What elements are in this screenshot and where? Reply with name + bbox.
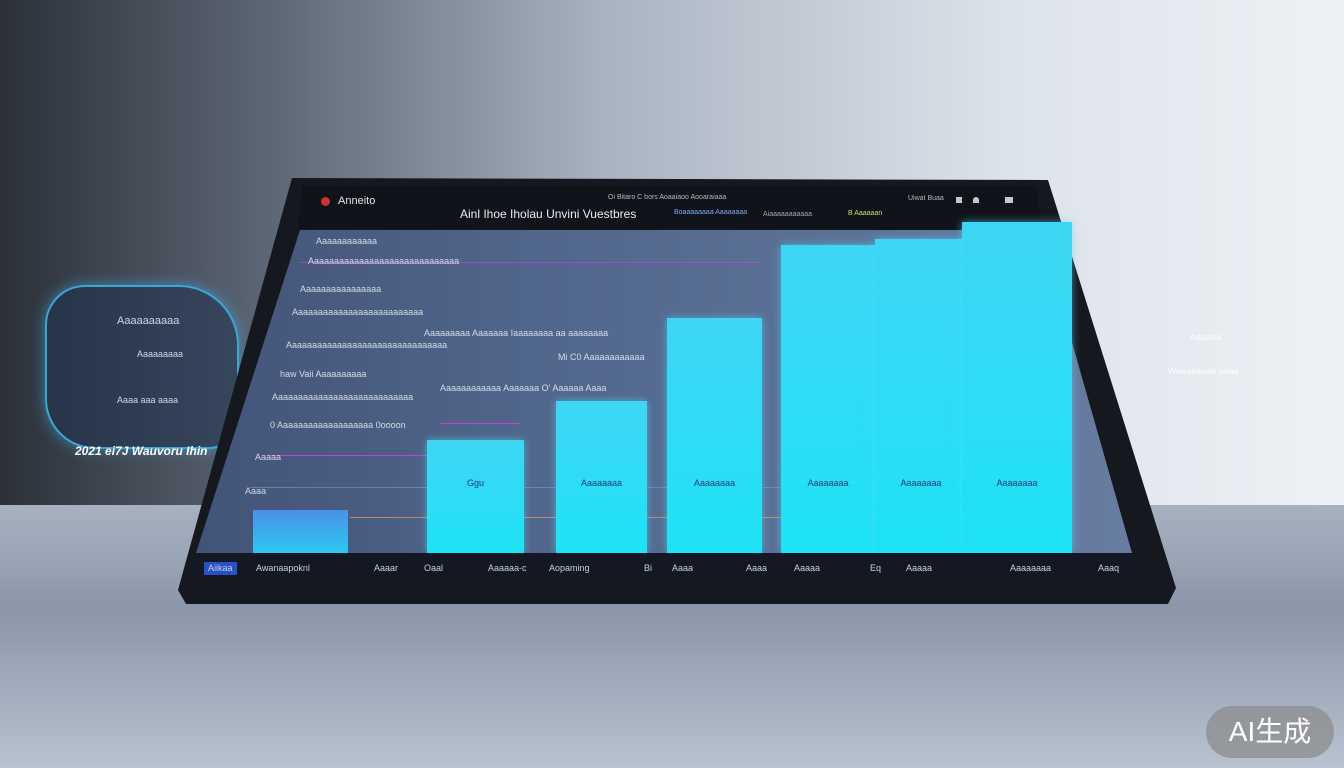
app-name: Anneito	[338, 195, 376, 207]
grid-line	[270, 455, 430, 456]
sub-text: Aiaaaaaaaaaaa	[763, 211, 813, 218]
grid-line	[300, 262, 760, 263]
axis-label: Aaaaaaaaaaaa	[316, 236, 378, 246]
axis-label: Aaaaaaaaaaaaaaaaaaaaaaaaaaaaaa	[308, 256, 460, 266]
bar: Aaaaaaaa	[875, 238, 967, 553]
settings-icon[interactable]	[956, 197, 962, 203]
bottom-tab[interactable]: Eq	[870, 563, 882, 573]
panel-line: Aaaaaaaaa	[137, 349, 184, 359]
annotation: Aaaaaaaaaaaa Aaaaaaa O' Aaaaaa Aaaa	[440, 383, 607, 393]
annotation: Mi C0 Aaaaaaaaaaaa	[558, 352, 645, 362]
floating-hologram-panel: Aaaaaaaaaa Aaaaaaaaa Aaaa aaa aaaa	[45, 285, 239, 449]
bottom-tab[interactable]: Aaaaaa-c	[488, 563, 527, 573]
bottom-tab[interactable]: Oaal	[424, 563, 444, 573]
bar: Aaaaaaaa	[556, 400, 647, 553]
bottom-tab[interactable]: Aaaa	[746, 563, 768, 573]
ai-watermark-badge: AI生成	[1206, 706, 1334, 758]
bar: Aaaaaaaa	[962, 222, 1072, 553]
bottom-tab[interactable]: Aaaaaaaa	[1010, 563, 1052, 573]
axis-label: Aaaaaaaaaaaaaaaa	[300, 284, 382, 294]
axis-label: haw Vaii Aaaaaaaaaa	[280, 369, 367, 379]
top-menu[interactable]: Oi Bitaro C bors Aoaaiaoo Aooaraiaaa	[608, 194, 727, 201]
sub-link[interactable]: Boaaaaaaaa Aaaaaaaa	[674, 209, 748, 216]
right-hologram-text: Waaaaaaaa aaaa	[1168, 366, 1239, 376]
grid-line	[440, 423, 520, 424]
bottom-tab[interactable]: Bi	[644, 563, 653, 573]
bar-label: Aaaaaaaa	[807, 477, 849, 488]
battery-icon	[1005, 197, 1013, 203]
panel-title: Aaaaaaaaaa	[117, 315, 180, 327]
bar: Aaaaaaaa	[781, 245, 875, 553]
bottom-tab[interactable]: Aiikaa	[204, 562, 237, 575]
bottom-tab[interactable]: Aaaa	[672, 563, 694, 573]
wifi-icon	[973, 197, 979, 203]
annotation: Aaaaaaaaa Aaaaaaa Iaaaaaaaa aa aaaaaaaa	[424, 328, 609, 338]
bottom-tab[interactable]: Aaaq	[1098, 563, 1120, 573]
bottom-tab[interactable]: Awanaapoknl	[256, 563, 310, 573]
right-hologram-text: Aaaaaa	[1190, 332, 1222, 342]
bar: Aaaaaaaa	[667, 317, 762, 553]
status-text: Uiwat Buaa	[908, 195, 944, 202]
axis-label: Aaaaaaaaaaaaaaaaaaaaaaaaaaaaaaaa	[286, 340, 448, 350]
bar-label: Aaaaaaaa	[580, 477, 623, 488]
panel-line: Aaaa aaa aaaa	[117, 395, 179, 405]
axis-label: Aaaa	[245, 486, 267, 496]
bar-label: Aaaaaaaa	[996, 478, 1038, 488]
bar-label: Aaaaaaaa	[693, 477, 736, 488]
axis-label: Aaaaa	[255, 452, 282, 462]
bar-label: Ggu	[466, 477, 484, 488]
panel-year-label: 2021 ei7J Wauvoru Ihin	[75, 444, 208, 458]
bottom-tab[interactable]: Aopaming	[549, 563, 590, 573]
legend-chip	[253, 510, 348, 553]
axis-label: 0 Aaaaaaaaaaaaaaaaaaa 0oooon	[270, 420, 406, 430]
axis-label: Aaaaaaaaaaaaaaaaaaaaaaaaaaaa	[272, 392, 414, 402]
sub-badge: B Aaaaaan	[848, 210, 883, 217]
axis-label: Aaaaaaaaaaaaaaaaaaaaaaaaaa	[292, 307, 424, 317]
bottom-tab[interactable]: Aaaar	[374, 563, 399, 573]
bar-label: Aaaaaaaa	[900, 477, 942, 488]
record-icon	[321, 197, 330, 206]
bottom-tab[interactable]: Aaaaa	[794, 563, 821, 573]
page-title: Ainl Ihoe Iholau Unvini Vuestbres	[460, 207, 637, 221]
bottom-tab[interactable]: Aaaaa	[906, 563, 933, 573]
bar: Ggu	[427, 440, 524, 553]
